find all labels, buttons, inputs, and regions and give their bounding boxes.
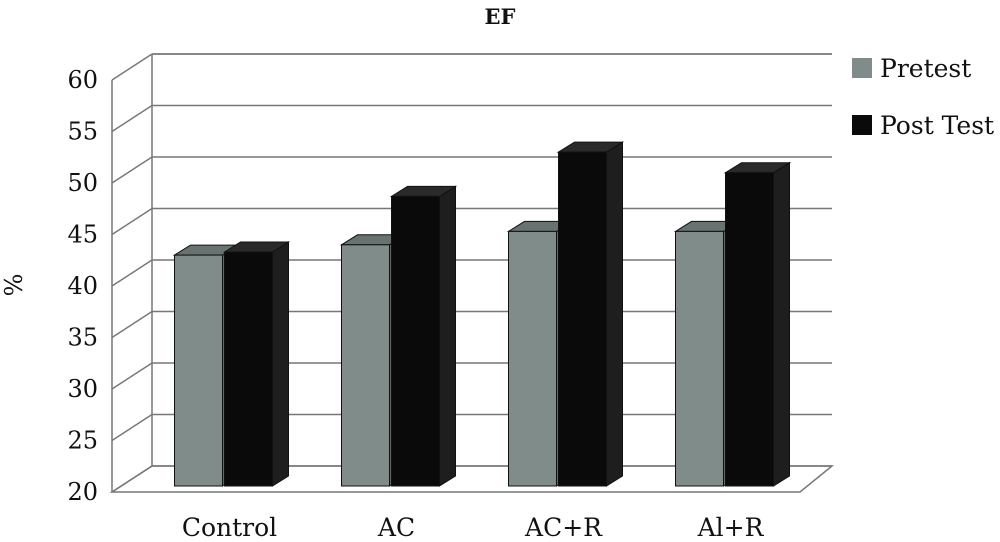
chart-title: EF (485, 4, 516, 29)
legend-label: Pretest (880, 54, 971, 83)
bar-post-test (222, 241, 291, 487)
y-tick-label: 25 (67, 427, 98, 455)
y-tick-label: 55 (67, 118, 98, 146)
y-tick-label: 20 (67, 478, 98, 506)
bars (172, 141, 792, 487)
legend: Pretest Post Test (852, 54, 994, 140)
y-tick-label: 50 (67, 169, 98, 197)
x-tick-label: Control (182, 513, 277, 542)
gridline (111, 207, 832, 236)
y-tick-label: 35 (67, 324, 98, 352)
x-tick-label: AC+R (524, 513, 603, 542)
y-axis-ticks: 20 25 30 35 40 45 50 55 60 (67, 66, 98, 506)
legend-label: Post Test (880, 111, 994, 140)
bar-post-test (389, 185, 458, 487)
y-tick-label: 30 (67, 375, 98, 403)
legend-item: Post Test (852, 111, 994, 140)
legend-item: Pretest (852, 54, 971, 83)
y-axis-label: % (0, 274, 28, 297)
x-tick-label: Al+R (697, 513, 765, 542)
gridline (111, 156, 832, 184)
legend-swatch (852, 58, 872, 78)
y-tick-label: 40 (67, 272, 98, 300)
legend-swatch (852, 115, 872, 135)
x-tick-label: AC (377, 513, 415, 542)
gridline (111, 104, 832, 133)
bar-post-test (556, 141, 625, 487)
y-tick-label: 45 (67, 221, 98, 249)
y-tick-label: 60 (67, 66, 98, 94)
bar-post-test (723, 161, 792, 487)
gridline (111, 53, 832, 81)
x-axis-labels: Control AC AC+R Al+R (182, 513, 765, 542)
